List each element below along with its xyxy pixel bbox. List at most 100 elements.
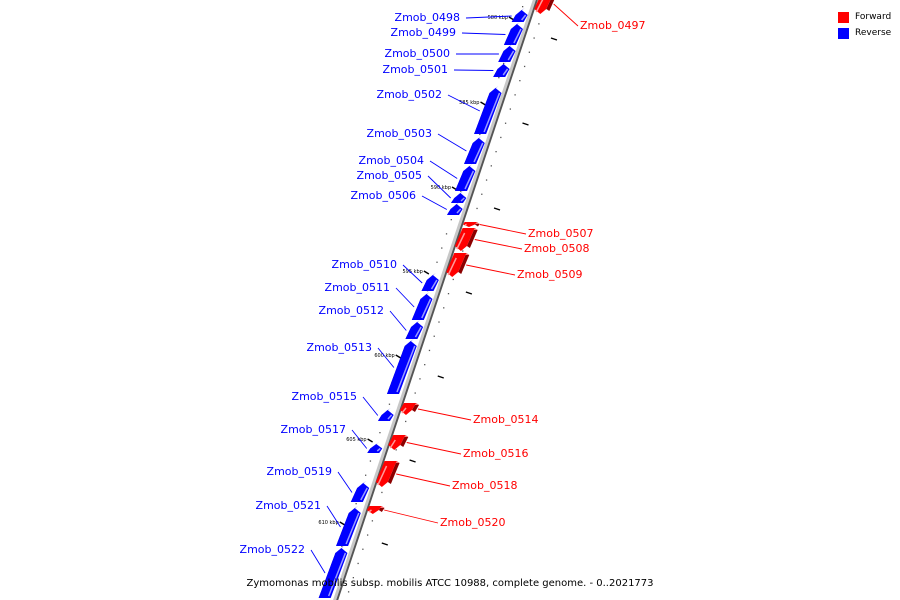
minor-tick xyxy=(450,219,452,221)
strand-legend: Forward Reverse xyxy=(838,9,891,41)
gene-label: Zmob_0502 xyxy=(377,88,442,101)
minor-tick xyxy=(447,293,450,295)
gene-zmob-0508 xyxy=(454,228,478,251)
gene-zmob-0505 xyxy=(450,191,467,203)
gene-zmob-0519 xyxy=(350,481,370,502)
legend-swatch-reverse xyxy=(838,27,849,39)
gene-highlight xyxy=(502,68,509,76)
minor-tick xyxy=(436,261,438,263)
gene-side xyxy=(466,228,478,248)
gene-zmob-0507 xyxy=(462,222,480,227)
gene-zmob-0513 xyxy=(387,339,417,394)
minor-tick xyxy=(533,37,535,39)
major-tick-right xyxy=(522,122,529,126)
leader-line xyxy=(437,133,467,152)
gene-highlight xyxy=(389,439,396,449)
gene-zmob-0499 xyxy=(503,22,523,45)
leader-line xyxy=(417,408,472,421)
major-tick-left xyxy=(339,521,346,526)
minor-tick xyxy=(395,449,397,451)
legend-swatch-forward xyxy=(838,11,849,23)
gene-highlight xyxy=(401,407,407,414)
minor-tick xyxy=(485,179,488,181)
leader-line xyxy=(396,473,451,487)
gene-highlight xyxy=(521,14,527,21)
gene-highlight xyxy=(456,232,466,250)
minor-tick xyxy=(438,321,440,323)
minor-tick xyxy=(379,432,381,434)
gene-face xyxy=(387,341,417,394)
gene-zmob-0520 xyxy=(366,506,385,514)
gene-label: Zmob_0511 xyxy=(325,281,390,294)
gene-label: Zmob_0513 xyxy=(307,341,372,354)
tick-label: 605 kbp xyxy=(346,437,366,443)
gene-highlight xyxy=(507,50,515,61)
label-leader-lines xyxy=(310,3,579,574)
genome-backbone xyxy=(333,0,538,600)
gene-label: Zmob_0498 xyxy=(395,11,460,24)
gene-face xyxy=(493,64,510,77)
gene-highlight xyxy=(414,326,422,338)
gene-face xyxy=(503,24,523,45)
major-tick-right xyxy=(409,459,416,463)
gene-highlight xyxy=(460,197,465,202)
minor-tick xyxy=(405,420,407,423)
major-tick-left xyxy=(480,101,486,106)
leader-line xyxy=(465,15,512,19)
gene-face xyxy=(336,508,361,546)
gene-highlight xyxy=(396,345,416,393)
leader-line xyxy=(362,396,379,416)
gene-side xyxy=(546,0,555,11)
gene-label: Zmob_0509 xyxy=(517,268,582,281)
gene-highlight xyxy=(377,465,388,486)
gene-face xyxy=(462,222,477,227)
minor-tick xyxy=(433,335,435,337)
leader-line xyxy=(337,471,353,493)
gene-label: Zmob_0504 xyxy=(359,154,424,167)
gene-highlight xyxy=(360,487,368,501)
minor-tick xyxy=(443,307,445,309)
gene-highlight xyxy=(387,414,393,420)
leader-line xyxy=(429,160,458,179)
minor-tick xyxy=(523,65,526,68)
genome-caption: Zymomonas mobilis subsp. mobilis ATCC 10… xyxy=(246,578,654,589)
minor-tick xyxy=(502,62,505,65)
major-tick-right xyxy=(550,37,558,41)
minor-tick xyxy=(352,577,355,579)
gene-highlight xyxy=(464,170,475,190)
gene-face xyxy=(421,275,439,291)
gene-label: Zmob_0507 xyxy=(528,227,593,240)
minor-tick xyxy=(388,403,391,405)
gene-side xyxy=(400,435,409,447)
tick-label: 610 kbp xyxy=(318,520,338,526)
gene-label: Zmob_0516 xyxy=(463,447,528,460)
gene-label: Zmob_0521 xyxy=(256,499,321,512)
leader-line xyxy=(310,549,326,574)
leader-line xyxy=(351,429,368,449)
gene-label: Zmob_0515 xyxy=(292,390,357,403)
gene-label: Zmob_0522 xyxy=(240,543,305,556)
gene-zmob-0518 xyxy=(375,461,400,487)
gene-zmob-0514 xyxy=(399,403,419,415)
gene-side xyxy=(387,461,400,484)
gene-label: Zmob_0512 xyxy=(319,304,384,317)
minor-tick xyxy=(500,136,502,139)
legend-label-forward: Forward xyxy=(855,12,892,22)
minor-tick xyxy=(341,545,343,547)
leader-line xyxy=(553,3,579,27)
major-tick-right xyxy=(381,542,389,546)
gene-label: Zmob_0501 xyxy=(383,63,448,76)
gene-highlight xyxy=(376,447,381,452)
leader-line xyxy=(461,32,506,35)
gene-face xyxy=(498,46,516,62)
leader-line xyxy=(474,239,523,250)
major-tick-left xyxy=(367,438,373,443)
gene-zmob-0500 xyxy=(498,44,516,62)
legend-item-forward: Forward xyxy=(838,9,891,25)
minor-tick xyxy=(452,278,454,281)
gene-face xyxy=(388,435,406,450)
gene-face xyxy=(366,506,382,514)
minor-tick xyxy=(371,520,374,522)
major-tick-left xyxy=(423,270,430,275)
